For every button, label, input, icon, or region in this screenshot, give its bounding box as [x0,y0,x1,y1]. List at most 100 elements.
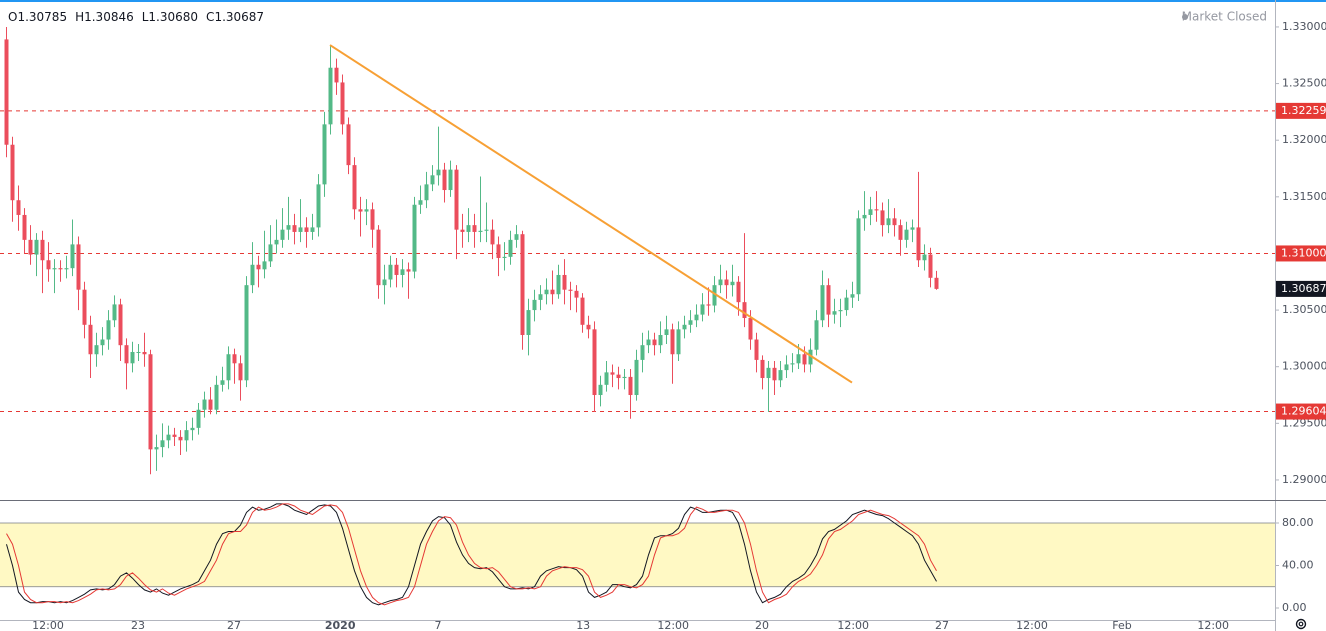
candle-body [766,367,771,379]
candle-body [88,324,93,355]
gear [1295,618,1307,630]
candle-body [466,225,471,232]
candle-body [376,229,381,286]
candle-body [496,244,501,258]
candle-body [214,384,219,410]
candle-body [310,227,315,232]
candle-body [814,320,819,350]
ohlc-value: 1.30846 [84,10,134,24]
candle-body [10,144,15,201]
candle-body [286,225,291,230]
candle-body [178,436,183,441]
candle-body [316,184,321,228]
y-tick-label: 1.31500 [1282,190,1326,203]
candle-body [22,214,27,240]
level-label-bg [1276,245,1326,262]
candle-body [250,264,255,286]
candle-body [592,329,597,396]
candle-body [64,268,69,270]
ohlc-value: 1.30680 [148,10,198,24]
top-border [0,0,1326,2]
oscillator-line [6,503,937,606]
candle-body [220,380,225,385]
candle-body [616,374,621,379]
level-label: 1.32259 [1281,104,1326,117]
candle-body [688,320,693,325]
oscillator-band [0,522,1275,587]
level-label-bg [1276,102,1326,119]
candle-body [838,310,843,312]
candle-body [28,239,33,255]
status-dot [1182,14,1188,20]
candle-body [652,339,657,346]
candle-body [46,260,51,270]
candle-body [16,200,21,215]
candle-body [166,434,171,441]
y-tick-label: 1.29500 [1282,416,1326,429]
x-tick-label: 27 [935,619,949,631]
candle-body [826,285,831,315]
candle-body [784,364,789,371]
candle-body [298,227,303,232]
candle-body [874,209,879,211]
x-tick-label: 12:00 [837,619,869,631]
candle-body [346,124,351,166]
candle-body [130,351,135,364]
candle-body [34,239,39,255]
candle-body [388,264,393,280]
candle-body [4,39,9,145]
y-tick-label: 1.30000 [1282,360,1326,373]
candle-body [292,225,297,232]
candle-body [112,304,117,321]
candle-body [160,440,165,448]
candle-body [118,304,123,346]
candle-body [490,229,495,245]
candle-body [520,234,525,335]
candle-body [256,264,261,270]
candle-body [886,218,891,226]
candle-body [502,256,507,258]
candle-body [544,289,549,295]
candle-body [676,329,681,355]
y-tick-label: 1.33000 [1282,20,1326,33]
candle-body [556,274,561,295]
candle-body [124,345,129,364]
candle-body [394,264,399,275]
candle-body [478,230,483,232]
candle-body [232,354,237,364]
candle-body [700,304,705,315]
level-label-bg [1276,403,1326,420]
candle-body [790,363,795,365]
candle-body [40,239,45,261]
candle-body [538,294,543,300]
candle-body [808,349,813,365]
candle-body [880,210,885,226]
candle-body [196,409,201,428]
trendline [329,44,853,384]
candle-body [934,277,939,289]
candle-body [604,372,609,385]
candle-body [802,354,807,365]
candle-body [646,339,651,346]
settings-icon[interactable] [1295,618,1307,630]
candle-body [892,218,897,226]
candle-body [472,225,477,232]
gear-hub [1298,621,1304,627]
candle-body [244,285,249,381]
candle-body [736,281,741,303]
candle-body [304,227,309,232]
candle-body [904,229,909,240]
candle-body [70,244,75,269]
last-price-bg [1276,280,1326,297]
candle-body [586,324,591,330]
candle-body [412,204,417,272]
candle-body [748,318,753,340]
candle-body [322,124,327,185]
ohlc-key: H [75,10,84,24]
candle-body [610,372,615,375]
candle-body [94,345,99,355]
x-tick-label: 2020 [325,619,356,631]
candle-body [454,169,459,230]
candle-body [712,285,717,306]
